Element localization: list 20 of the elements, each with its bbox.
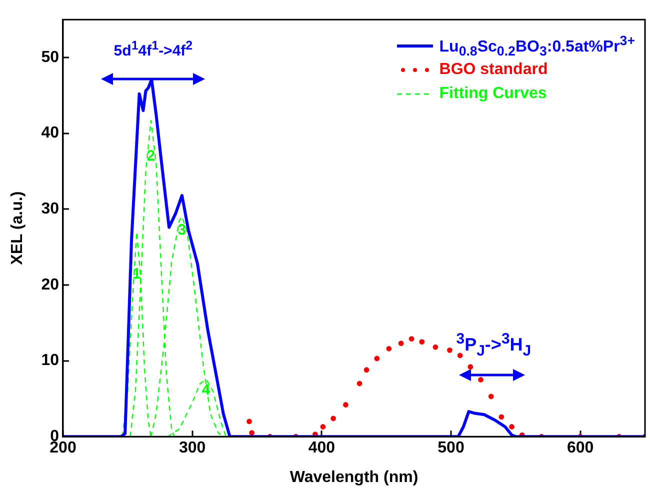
annotation: 3 — [178, 222, 186, 239]
annotation: 4 — [202, 382, 210, 399]
x-tick-label: 600 — [566, 440, 594, 457]
legend-label: Fitting Curves — [439, 84, 547, 103]
legend-label: BGO standard — [439, 60, 548, 79]
annotation: 2 — [146, 148, 156, 165]
y-tick-label: 10 — [41, 352, 60, 370]
x-tick-label: 300 — [178, 440, 206, 457]
annotation: 5d$^{1}$4f$^{1}$->4f$^{2}$ — [114, 38, 193, 60]
y-axis-title: XEL (a.u.) — [9, 191, 26, 265]
y-tick-label: 20 — [41, 276, 60, 294]
annotation: 1 — [132, 265, 141, 282]
y-tick-label: 40 — [41, 124, 60, 142]
y-tick-label: 50 — [41, 48, 60, 66]
y-tick-label: 30 — [41, 200, 60, 218]
legend-label: Lu$_{0.8}$Sc$_{0.2}$BO$_{3}$:0.5at%Pr$^{3+}$ — [439, 32, 635, 58]
x-axis-title: Wavelength (nm) — [290, 468, 418, 486]
x-tick-label: 400 — [308, 440, 336, 457]
x-tick-label: 500 — [438, 440, 464, 457]
annotation: $^{3}$P$_{J}$->$^{3}$H$_{J}$ — [456, 330, 532, 360]
